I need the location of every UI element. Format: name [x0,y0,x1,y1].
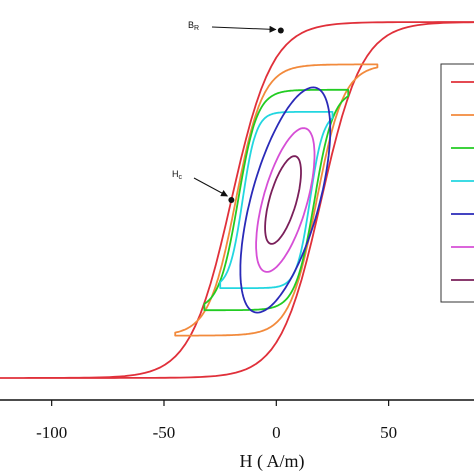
x-tick-label: -50 [153,423,176,442]
annotation-2-label: Hc [172,169,183,181]
legend-lines [451,81,474,281]
series-7-curve [264,155,302,245]
annotation-1-point [277,27,284,34]
annotation-2-point [228,197,235,203]
plot-area [0,0,474,400]
x-ticks: -100 -50 0 50 [36,400,397,442]
legend-box [440,63,474,303]
annotation-1-label: BR [188,20,199,32]
series-6-curve [255,127,316,273]
curve-group [0,21,474,379]
annotation-2-arrow [193,177,229,197]
legend [440,63,474,303]
annotations: BR Hc [172,20,284,203]
x-tick-label: 50 [380,423,397,442]
x-tick-label: 0 [272,423,281,442]
x-axis-title: H ( A/m) [240,451,305,472]
annotation-1-arrow [211,25,277,33]
series-2-curve [174,63,379,337]
x-tick-label: -100 [36,423,67,442]
series-5-curve [239,86,332,314]
series-1-curve [0,21,474,379]
series-3-curve [203,88,350,312]
